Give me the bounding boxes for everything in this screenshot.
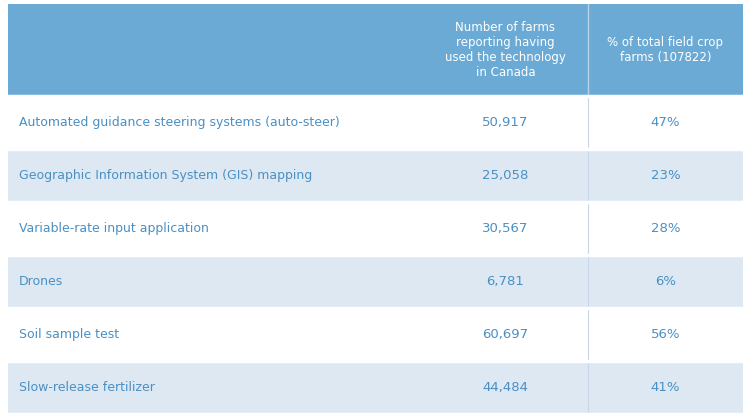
Text: 30,567: 30,567: [482, 222, 529, 235]
Bar: [8, 202, 742, 255]
Text: 41%: 41%: [650, 381, 680, 394]
Text: % of total field crop
farms (107822): % of total field crop farms (107822): [608, 36, 723, 64]
Bar: [8, 255, 742, 308]
Text: Soil sample test: Soil sample test: [19, 328, 118, 341]
Text: 25,058: 25,058: [482, 169, 529, 182]
Text: 56%: 56%: [650, 328, 680, 341]
Text: 23%: 23%: [650, 169, 680, 182]
Text: 6%: 6%: [655, 275, 676, 288]
Text: Drones: Drones: [19, 275, 63, 288]
Text: Geographic Information System (GIS) mapping: Geographic Information System (GIS) mapp…: [19, 169, 312, 182]
Text: Number of farms
reporting having
used the technology
in Canada: Number of farms reporting having used th…: [445, 21, 566, 79]
Text: 6,781: 6,781: [487, 275, 524, 288]
Text: Automated guidance steering systems (auto-steer): Automated guidance steering systems (aut…: [19, 116, 339, 129]
Text: 50,917: 50,917: [482, 116, 529, 129]
Bar: [8, 4, 742, 96]
Text: Variable-rate input application: Variable-rate input application: [19, 222, 208, 235]
Text: 28%: 28%: [650, 222, 680, 235]
Bar: [8, 361, 742, 414]
Text: 60,697: 60,697: [482, 328, 529, 341]
Text: Slow-release fertilizer: Slow-release fertilizer: [19, 381, 154, 394]
Bar: [8, 308, 742, 361]
Text: 44,484: 44,484: [482, 381, 529, 394]
Bar: [8, 149, 742, 202]
Bar: [8, 96, 742, 149]
Text: 47%: 47%: [650, 116, 680, 129]
